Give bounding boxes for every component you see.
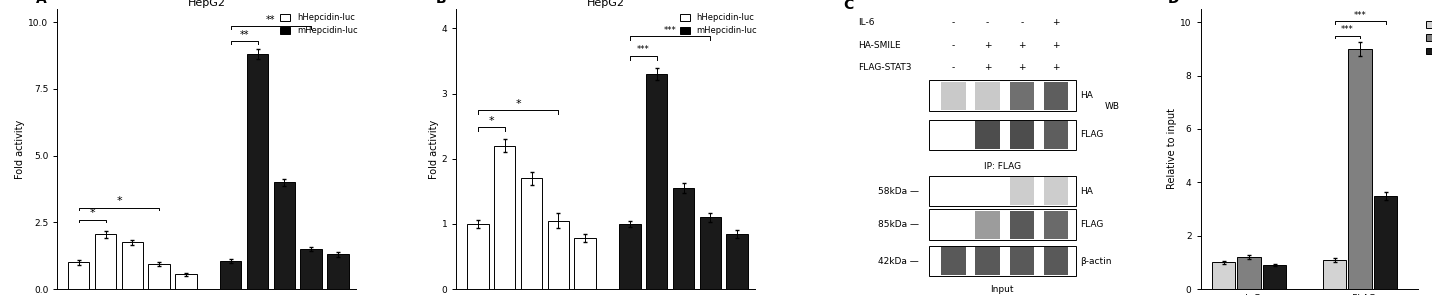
- Text: IL-6: IL-6: [858, 18, 875, 27]
- FancyBboxPatch shape: [929, 80, 1075, 111]
- Bar: [1323, 260, 1346, 289]
- FancyBboxPatch shape: [1010, 177, 1034, 205]
- FancyBboxPatch shape: [1044, 247, 1068, 275]
- Legend: con, STAT3, STAT3+SMILE: con, STAT3, STAT3+SMILE: [1426, 7, 1432, 56]
- Text: +: +: [1018, 63, 1025, 72]
- Bar: [175, 274, 196, 289]
- FancyBboxPatch shape: [1010, 82, 1034, 110]
- Bar: [646, 74, 667, 289]
- Text: FLAG: FLAG: [1080, 220, 1104, 229]
- FancyBboxPatch shape: [1044, 211, 1068, 239]
- Text: FLAG: FLAG: [1080, 130, 1104, 140]
- Bar: [221, 261, 242, 289]
- Bar: [1237, 257, 1260, 289]
- Text: WB: WB: [1106, 102, 1120, 112]
- FancyBboxPatch shape: [941, 82, 965, 110]
- Text: 42kDa —: 42kDa —: [878, 257, 919, 266]
- Text: HA-SMILE: HA-SMILE: [858, 41, 901, 50]
- Text: -: -: [952, 41, 955, 50]
- Bar: [95, 235, 116, 289]
- Y-axis label: Fold activity: Fold activity: [16, 119, 26, 178]
- Bar: [328, 254, 349, 289]
- FancyBboxPatch shape: [1010, 247, 1034, 275]
- FancyBboxPatch shape: [929, 246, 1075, 276]
- Y-axis label: Relative to input: Relative to input: [1167, 109, 1177, 189]
- Text: β-actin: β-actin: [1080, 257, 1111, 266]
- Bar: [547, 221, 569, 289]
- Text: HA: HA: [1080, 186, 1093, 196]
- Bar: [726, 234, 748, 289]
- Title: HepG2: HepG2: [587, 0, 624, 8]
- Text: **: **: [266, 15, 276, 25]
- FancyBboxPatch shape: [975, 121, 1000, 149]
- Text: A: A: [36, 0, 47, 6]
- Text: **: **: [239, 30, 249, 40]
- FancyBboxPatch shape: [1044, 82, 1068, 110]
- Text: HA: HA: [1080, 91, 1093, 100]
- FancyBboxPatch shape: [975, 211, 1000, 239]
- Text: *: *: [89, 208, 95, 218]
- FancyBboxPatch shape: [929, 209, 1075, 240]
- Text: 58kDa —: 58kDa —: [878, 186, 919, 196]
- Text: FLAG-STAT3: FLAG-STAT3: [858, 63, 912, 72]
- Bar: [700, 217, 722, 289]
- Bar: [521, 178, 543, 289]
- FancyBboxPatch shape: [929, 176, 1075, 206]
- Text: +: +: [1018, 41, 1025, 50]
- Text: 85kDa —: 85kDa —: [878, 220, 919, 229]
- Text: ***: ***: [1353, 11, 1366, 19]
- FancyBboxPatch shape: [1044, 121, 1068, 149]
- Text: Input: Input: [991, 285, 1014, 294]
- Legend: hHepcidin-luc, mHepcidin-luc: hHepcidin-luc, mHepcidin-luc: [680, 13, 758, 35]
- Text: D: D: [1169, 0, 1180, 6]
- Y-axis label: Fold activity: Fold activity: [430, 119, 438, 178]
- Bar: [301, 249, 322, 289]
- Legend: hHepcidin-luc, mHepcidin-luc: hHepcidin-luc, mHepcidin-luc: [281, 13, 358, 35]
- Text: +: +: [1053, 63, 1060, 72]
- Bar: [494, 146, 516, 289]
- Text: *: *: [116, 196, 122, 206]
- Bar: [1211, 263, 1236, 289]
- Text: ***: ***: [1340, 25, 1353, 34]
- Bar: [1263, 265, 1286, 289]
- Text: +: +: [984, 63, 991, 72]
- Bar: [149, 264, 170, 289]
- Text: ***: ***: [664, 26, 676, 35]
- Bar: [274, 182, 295, 289]
- Text: -: -: [952, 18, 955, 27]
- Bar: [67, 263, 89, 289]
- Bar: [619, 224, 640, 289]
- FancyBboxPatch shape: [975, 247, 1000, 275]
- FancyBboxPatch shape: [1010, 121, 1034, 149]
- FancyBboxPatch shape: [1010, 211, 1034, 239]
- Text: +: +: [1053, 18, 1060, 27]
- Text: -: -: [1020, 18, 1024, 27]
- FancyBboxPatch shape: [929, 119, 1075, 150]
- Bar: [1349, 49, 1372, 289]
- Text: C: C: [843, 0, 853, 12]
- FancyBboxPatch shape: [941, 247, 965, 275]
- Text: *: *: [488, 116, 494, 126]
- Text: +: +: [984, 41, 991, 50]
- Title: HepG2: HepG2: [188, 0, 226, 8]
- Text: -: -: [952, 63, 955, 72]
- Bar: [1373, 196, 1398, 289]
- Text: B: B: [435, 0, 447, 6]
- Text: ***: ***: [637, 45, 650, 55]
- Bar: [246, 54, 268, 289]
- Text: IP: FLAG: IP: FLAG: [984, 162, 1021, 171]
- Text: *: *: [516, 99, 521, 109]
- Bar: [673, 188, 695, 289]
- FancyBboxPatch shape: [975, 82, 1000, 110]
- FancyBboxPatch shape: [1044, 177, 1068, 205]
- Text: +: +: [1053, 41, 1060, 50]
- Bar: [122, 242, 143, 289]
- Text: -: -: [987, 18, 990, 27]
- Bar: [574, 238, 596, 289]
- Bar: [467, 224, 488, 289]
